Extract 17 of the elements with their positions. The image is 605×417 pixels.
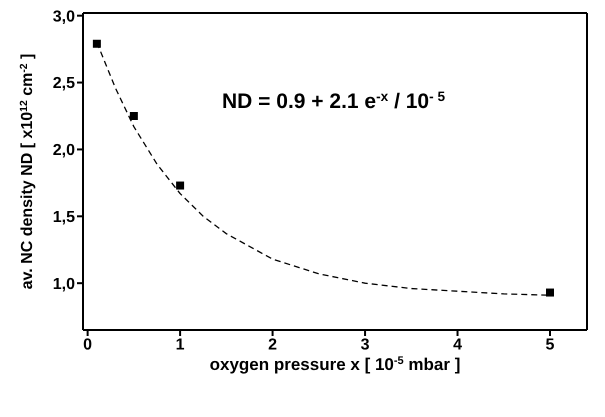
y-tick-label: 2,0 xyxy=(52,142,76,160)
annotation: ND = 0.9 + 2.1 e$^{-x}$ / 10$^{- 5}$ xyxy=(222,88,446,113)
x-tick-label: 2 xyxy=(268,336,278,354)
y-tick-label: 1,5 xyxy=(52,208,76,226)
x-tick-label: 0 xyxy=(83,336,92,354)
point xyxy=(130,112,138,120)
y-tick-label: 2,5 xyxy=(52,75,76,92)
x-tick-label: 4 xyxy=(453,336,462,354)
x-tick-label: 1 xyxy=(176,336,185,354)
point xyxy=(92,40,101,48)
x-axis-title: oxygen pressure x [ 10$^{-5}$ mbar ] xyxy=(210,355,460,374)
y-tick-label: 1,0 xyxy=(52,276,76,293)
x-tick-label: 5 xyxy=(546,336,555,354)
point xyxy=(546,288,554,297)
point xyxy=(176,182,184,190)
y-tick-label: 3,0 xyxy=(52,8,76,26)
x-tick-label: 3 xyxy=(360,336,370,354)
